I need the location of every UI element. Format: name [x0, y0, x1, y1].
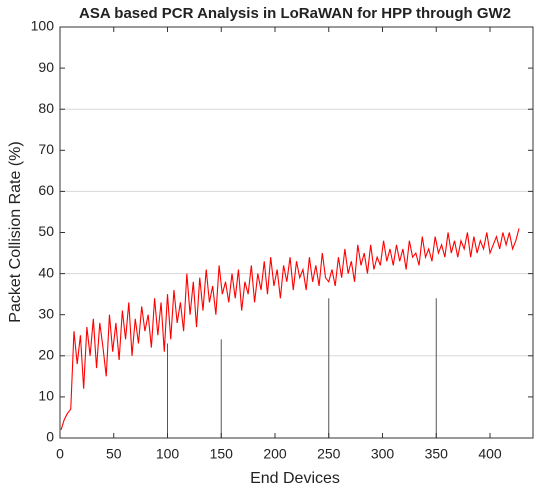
y-tick-label: 30 — [38, 305, 54, 321]
x-tick-label: 400 — [478, 446, 502, 462]
y-tick-label: 60 — [38, 182, 54, 198]
data-line — [60, 228, 520, 430]
y-tick-label: 70 — [38, 141, 54, 157]
x-tick-label: 0 — [56, 446, 64, 462]
y-tick-label: 80 — [38, 100, 54, 116]
y-tick-label: 90 — [38, 59, 54, 75]
x-tick-label: 200 — [263, 446, 287, 462]
y-axis-label: Packet Collision Rate (%) — [7, 141, 24, 322]
y-tick-label: 40 — [38, 264, 54, 280]
y-tick-label: 10 — [38, 388, 54, 404]
x-tick-label: 150 — [210, 446, 234, 462]
x-tick-label: 250 — [317, 446, 341, 462]
y-tick-label: 100 — [31, 18, 55, 34]
y-tick-label: 20 — [38, 347, 54, 363]
x-tick-label: 50 — [106, 446, 122, 462]
y-tick-label: 50 — [38, 223, 54, 239]
plot-frame — [59, 26, 534, 439]
y-tick-label: 0 — [46, 429, 54, 445]
x-axis-label: End Devices — [250, 470, 340, 487]
x-tick-label: 350 — [425, 446, 449, 462]
x-tick-label: 100 — [156, 446, 180, 462]
x-tick-label: 300 — [371, 446, 395, 462]
chart-title: ASA based PCR Analysis in LoRaWAN for HP… — [79, 5, 511, 22]
